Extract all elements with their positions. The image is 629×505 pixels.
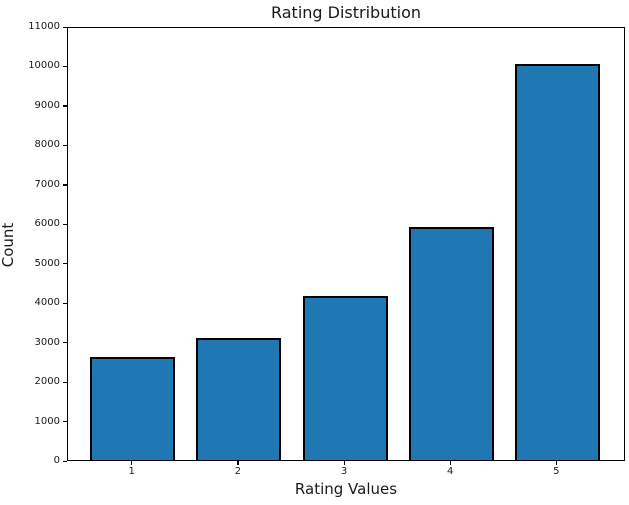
y-tick-label: 0 [53, 455, 60, 466]
x-axis-label: Rating Values [294, 480, 398, 498]
x-tick-mark [555, 461, 557, 465]
plot-area [67, 27, 625, 461]
y-tick-label: 2000 [34, 376, 60, 388]
y-tick-label: 9000 [34, 99, 60, 111]
bar-rating-1 [90, 356, 176, 460]
y-tick-mark [63, 381, 67, 383]
x-tick-label: 2 [234, 466, 242, 477]
y-tick-label: 4000 [34, 297, 60, 309]
y-tick-label: 8000 [34, 139, 60, 151]
x-tick-label: 4 [446, 466, 454, 477]
y-tick-label: 1000 [34, 415, 60, 427]
bar-rating-4 [408, 227, 494, 460]
y-tick-mark [63, 184, 67, 186]
bar-rating-2 [196, 338, 282, 460]
y-tick-mark [63, 342, 67, 344]
bar-rating-5 [514, 63, 600, 460]
x-tick-mark [343, 461, 345, 465]
y-tick-mark [63, 263, 67, 265]
y-tick-label: 10000 [28, 60, 60, 72]
chart-title: Rating Distribution [270, 3, 421, 22]
x-tick-label: 3 [340, 466, 348, 477]
x-tick-mark [449, 461, 451, 465]
x-tick-label: 1 [128, 466, 135, 477]
y-tick-label: 11000 [28, 21, 60, 32]
y-tick-mark [63, 460, 67, 462]
y-tick-mark [63, 144, 67, 147]
y-tick-label: 5000 [34, 257, 60, 269]
y-tick-mark [63, 223, 67, 225]
x-tick-mark [131, 461, 133, 465]
y-tick-label: 6000 [34, 218, 60, 230]
y-tick-mark [63, 105, 67, 107]
y-tick-mark [63, 421, 67, 423]
x-tick-mark [237, 461, 239, 465]
y-tick-mark [63, 65, 67, 68]
y-tick-label: 3000 [34, 336, 60, 348]
y-tick-label: 7000 [34, 178, 60, 190]
x-tick-label: 5 [553, 466, 560, 477]
y-tick-mark [63, 26, 67, 28]
bar-rating-3 [302, 296, 388, 460]
y-tick-mark [63, 302, 67, 304]
